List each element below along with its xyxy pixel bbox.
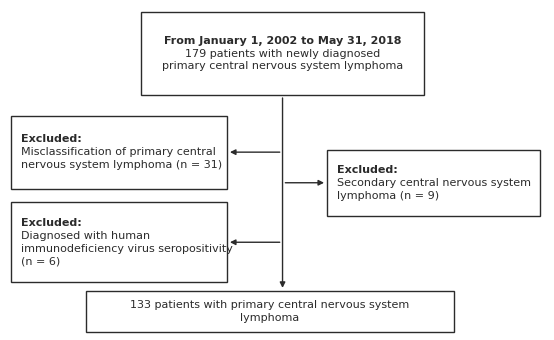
Text: lymphoma (n = 9): lymphoma (n = 9): [337, 191, 439, 201]
Text: 133 patients with primary central nervous system: 133 patients with primary central nervou…: [130, 300, 410, 310]
Text: nervous system lymphoma (n = 31): nervous system lymphoma (n = 31): [21, 160, 222, 170]
Text: Excluded:: Excluded:: [21, 218, 82, 228]
Text: Diagnosed with human: Diagnosed with human: [21, 231, 150, 241]
Text: Excluded:: Excluded:: [21, 134, 82, 144]
FancyBboxPatch shape: [11, 116, 227, 189]
FancyBboxPatch shape: [86, 291, 454, 332]
FancyBboxPatch shape: [11, 202, 227, 282]
FancyBboxPatch shape: [327, 150, 540, 216]
Text: lymphoma: lymphoma: [240, 312, 300, 323]
Text: Misclassification of primary central: Misclassification of primary central: [21, 147, 216, 157]
Text: immunodeficiency virus seropositivity: immunodeficiency virus seropositivity: [21, 244, 233, 254]
FancyBboxPatch shape: [141, 12, 424, 95]
Text: primary central nervous system lymphoma: primary central nervous system lymphoma: [162, 62, 403, 71]
Text: From January 1, 2002 to May 31, 2018: From January 1, 2002 to May 31, 2018: [164, 36, 401, 46]
Text: 179 patients with newly diagnosed: 179 patients with newly diagnosed: [185, 49, 380, 58]
Text: Secondary central nervous system: Secondary central nervous system: [337, 178, 531, 188]
Text: Excluded:: Excluded:: [337, 165, 398, 175]
Text: (n = 6): (n = 6): [21, 257, 60, 267]
